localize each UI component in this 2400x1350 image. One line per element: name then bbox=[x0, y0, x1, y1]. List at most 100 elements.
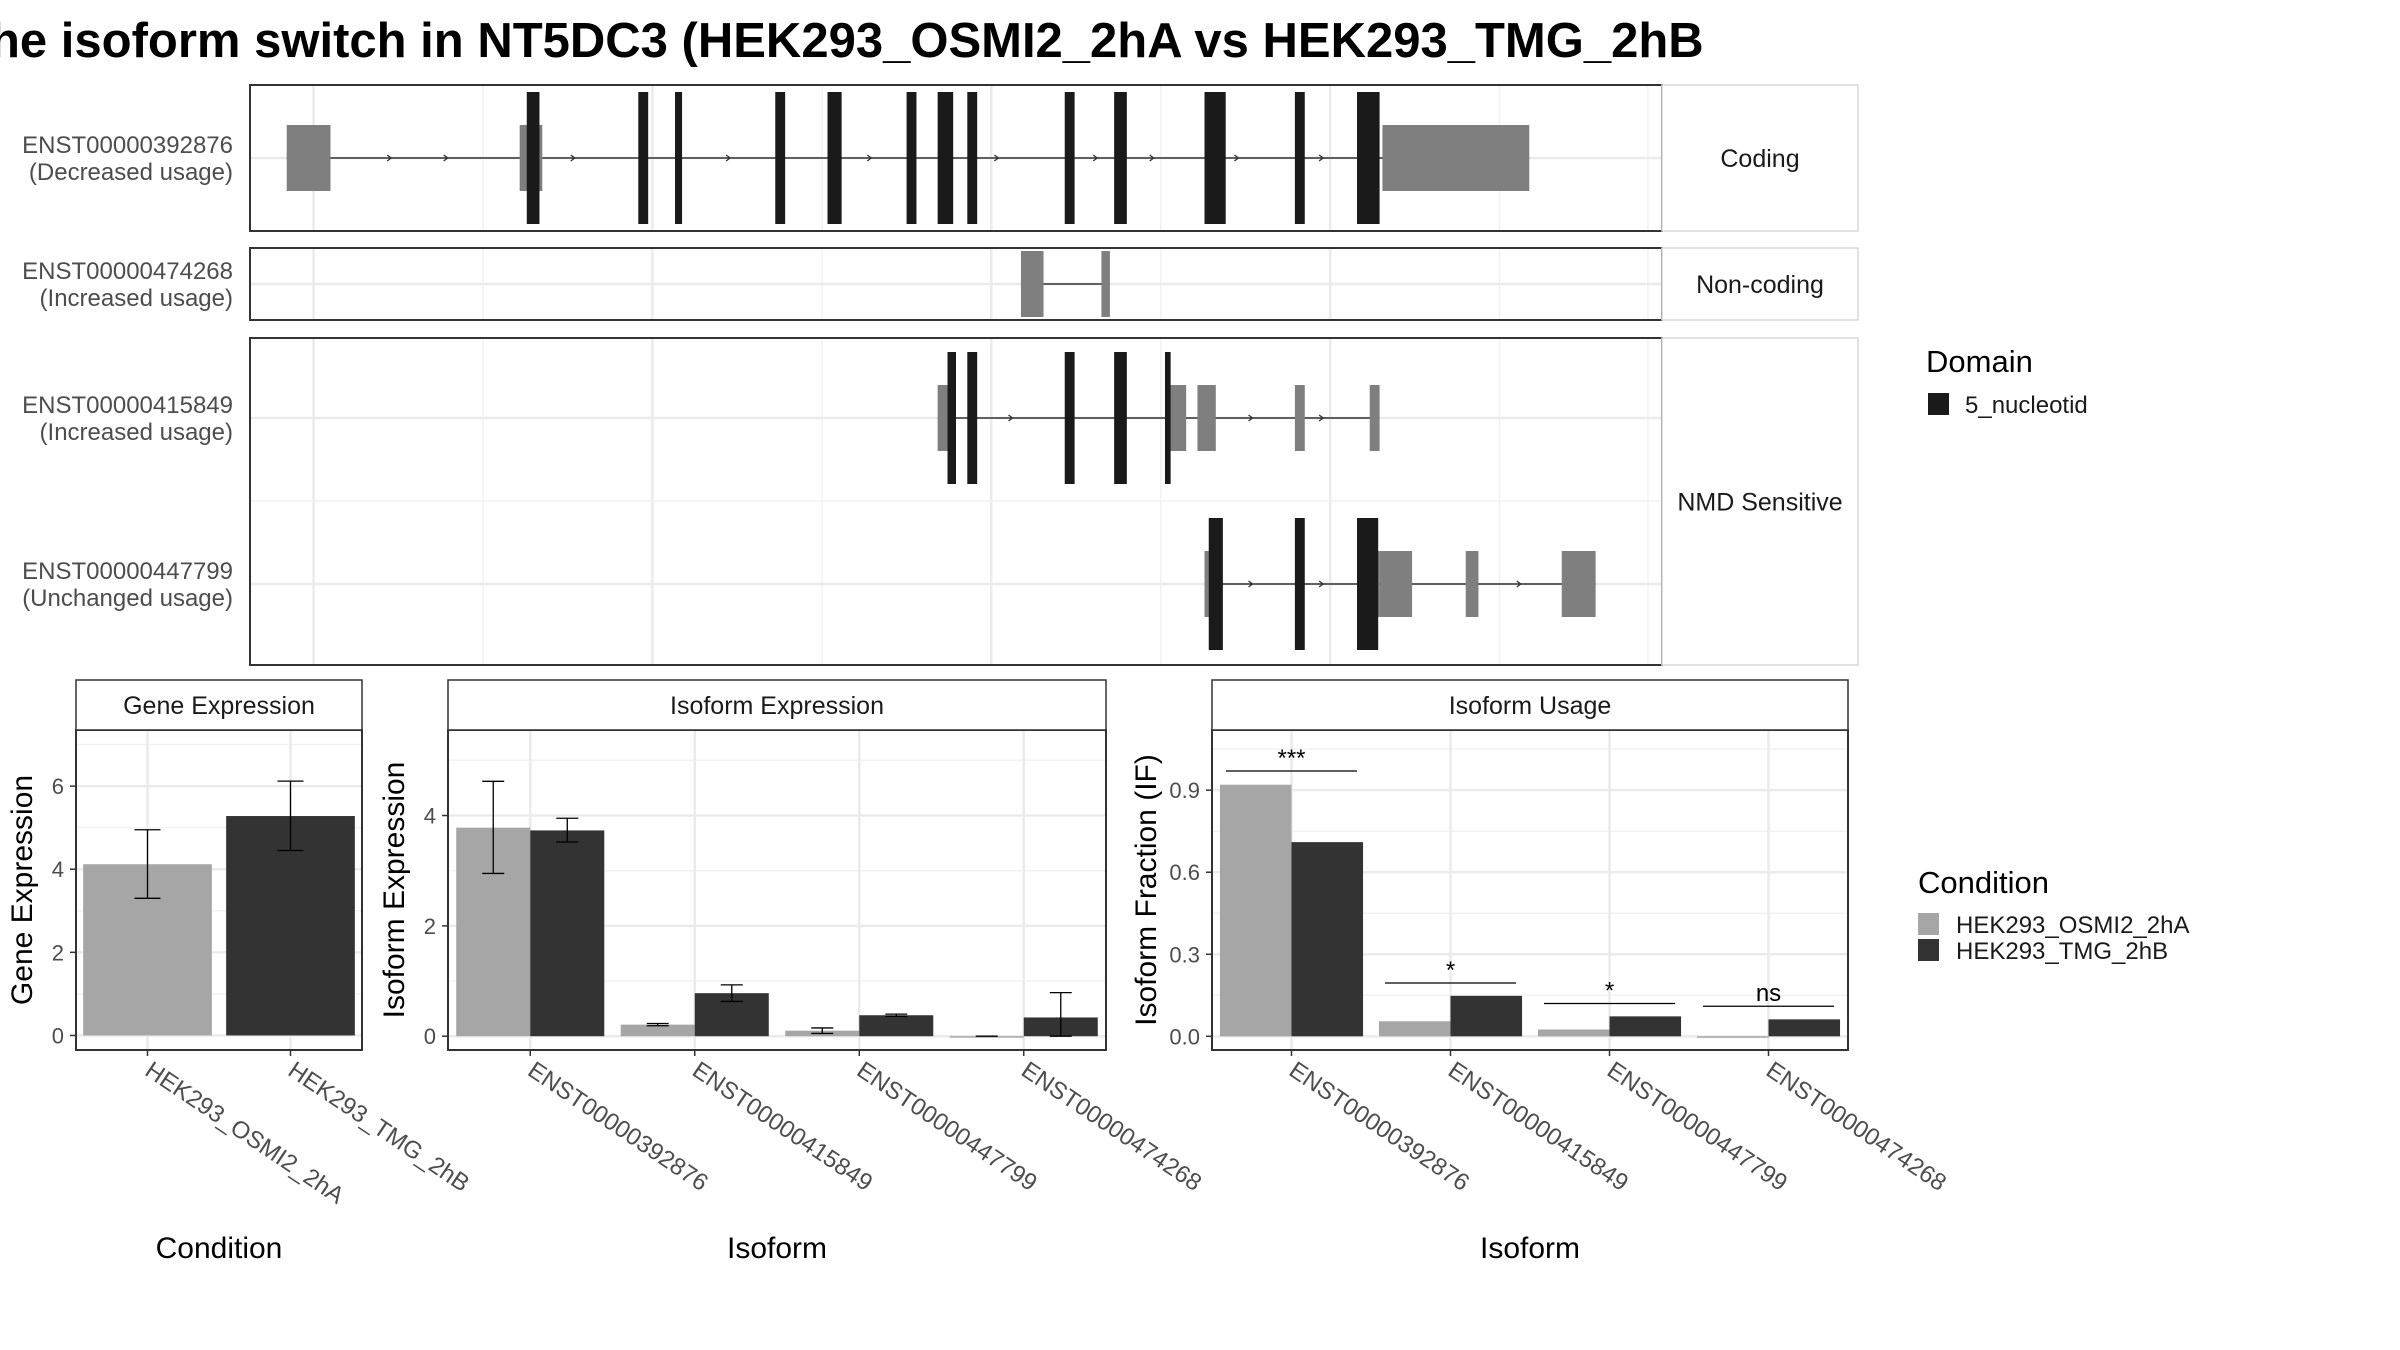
coding-exon bbox=[775, 92, 786, 224]
bar bbox=[226, 816, 355, 1036]
strand-arrow bbox=[1248, 580, 1254, 588]
bar bbox=[530, 830, 605, 1037]
coding-exon bbox=[526, 92, 540, 224]
coding-exon bbox=[1064, 92, 1075, 224]
coding-exon bbox=[1294, 92, 1305, 224]
bar bbox=[620, 1024, 695, 1037]
y-axis-title: Gene Expression bbox=[6, 775, 39, 1005]
coding-exon bbox=[1164, 352, 1171, 484]
bar bbox=[1609, 1016, 1682, 1037]
bar bbox=[1378, 1021, 1451, 1037]
y-tick-label: 0.3 bbox=[1169, 942, 1200, 967]
strand-arrow bbox=[993, 154, 1000, 162]
utr-exon bbox=[1294, 385, 1305, 451]
utr-exon bbox=[1197, 385, 1216, 451]
coding-exon bbox=[967, 352, 978, 484]
y-axis-title: Isoform Fraction (IF) bbox=[1130, 754, 1163, 1026]
legend-domain-title: Domain bbox=[1926, 344, 2033, 379]
chart-title: Isoform Usage bbox=[1449, 692, 1612, 720]
strand-arrow bbox=[1318, 414, 1325, 422]
y-tick-label: 4 bbox=[424, 804, 436, 829]
coding-exon bbox=[967, 92, 978, 224]
coding-exon bbox=[1294, 518, 1305, 650]
bar bbox=[1696, 1036, 1769, 1038]
strand-arrow bbox=[443, 154, 449, 162]
transcript-id-label: ENST00000447799 bbox=[22, 558, 233, 585]
y-tick-label: 2 bbox=[424, 914, 436, 939]
coding-exon bbox=[1114, 92, 1127, 224]
facet-strip-label: NMD Sensitive bbox=[1677, 489, 1842, 517]
significance-label: *** bbox=[1277, 745, 1305, 772]
facet-strip-label: Non-coding bbox=[1696, 271, 1824, 299]
transcript-id-label: ENST00000415849 bbox=[22, 392, 233, 419]
facet-strip bbox=[1661, 247, 1859, 321]
x-axis-title: Condition bbox=[156, 1232, 283, 1265]
y-tick-label: 0 bbox=[52, 1023, 64, 1048]
transcript-usage-label: (Increased usage) bbox=[40, 285, 233, 312]
chart-strip bbox=[75, 679, 363, 731]
strand-arrow bbox=[1516, 580, 1522, 588]
legend-condition-title: Condition bbox=[1918, 865, 2049, 900]
transcript-id-label: ENST00000392876 bbox=[22, 132, 233, 159]
chart-strip bbox=[1211, 679, 1849, 731]
legend-condition-swatch bbox=[1918, 913, 1939, 935]
bar bbox=[1450, 995, 1523, 1037]
facet-strip bbox=[1661, 337, 1859, 666]
figure-title: he isoform switch in NT5DC3 (HEK293_OSMI… bbox=[0, 14, 1704, 68]
coding-exon bbox=[638, 92, 649, 224]
strand-arrow bbox=[725, 154, 732, 162]
y-tick-label: 0.9 bbox=[1169, 778, 1200, 803]
facet-strip bbox=[1661, 84, 1859, 232]
chart-title: Gene Expression bbox=[123, 692, 315, 720]
coding-exon bbox=[1357, 518, 1379, 650]
bar bbox=[859, 1015, 934, 1037]
transcript-usage-label: (Decreased usage) bbox=[29, 159, 233, 186]
coding-exon bbox=[937, 92, 954, 224]
significance-label: * bbox=[1446, 957, 1455, 984]
strand-arrow bbox=[386, 154, 393, 162]
transcript-id-label: ENST00000474268 bbox=[22, 258, 233, 285]
significance-label: * bbox=[1605, 978, 1614, 1005]
chart-strip bbox=[447, 679, 1107, 731]
x-axis-title: Isoform bbox=[727, 1232, 827, 1265]
coding-exon bbox=[906, 92, 917, 224]
y-tick-label: 2 bbox=[52, 940, 64, 965]
significance-label: ns bbox=[1756, 980, 1781, 1007]
facet-strip-label: Coding bbox=[1720, 145, 1799, 173]
legend-condition-label: HEK293_OSMI2_2hA bbox=[1956, 912, 2189, 939]
bar bbox=[1219, 784, 1292, 1037]
coding-exon bbox=[1204, 92, 1226, 224]
bar bbox=[1291, 842, 1364, 1037]
coding-exon bbox=[947, 352, 956, 484]
transcript-structure-plot: ENST00000392876(Decreased usage) Coding EN… bbox=[22, 84, 1859, 666]
utr-exon bbox=[1020, 251, 1044, 317]
utr-exon bbox=[1169, 385, 1187, 451]
strand-arrow bbox=[866, 154, 873, 162]
legends: Domain 5_nucleotid Condition HEK293_OSMI2_2… bbox=[1918, 344, 2189, 965]
strand-arrow bbox=[570, 154, 576, 162]
strand-arrow bbox=[1092, 154, 1099, 162]
coding-exon bbox=[1114, 352, 1127, 484]
utr-exon bbox=[1379, 551, 1413, 617]
transcript-usage-label: (Increased usage) bbox=[40, 419, 233, 446]
strand-arrow bbox=[1234, 154, 1240, 162]
legend-domain-swatch bbox=[1928, 393, 1949, 415]
strand-arrow bbox=[1318, 154, 1325, 162]
y-tick-label: 6 bbox=[52, 774, 64, 799]
y-tick-label: 0.6 bbox=[1169, 860, 1200, 885]
utr-exon bbox=[1561, 551, 1596, 617]
utr-exon bbox=[1382, 125, 1530, 191]
utr-exon bbox=[286, 125, 331, 191]
transcript-usage-label: (Unchanged usage) bbox=[22, 585, 233, 612]
strand-arrow bbox=[1248, 414, 1254, 422]
y-tick-label: 0 bbox=[424, 1024, 436, 1049]
y-tick-label: 4 bbox=[52, 857, 64, 882]
y-axis-title: Isoform Expression bbox=[378, 762, 411, 1019]
bar bbox=[1768, 1019, 1841, 1037]
strand-arrow bbox=[1318, 580, 1325, 588]
x-axis-title: Isoform bbox=[1480, 1232, 1580, 1265]
y-tick-label: 0.0 bbox=[1169, 1024, 1200, 1049]
bar bbox=[949, 1036, 1024, 1038]
legend-condition-swatch bbox=[1918, 939, 1939, 961]
coding-exon bbox=[1064, 352, 1075, 484]
